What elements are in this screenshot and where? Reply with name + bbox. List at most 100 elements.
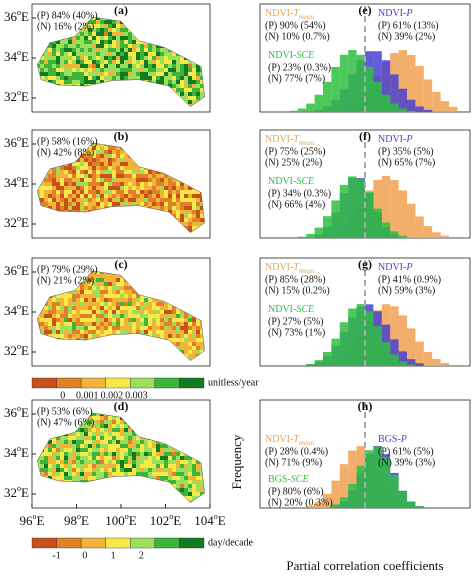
map-cell	[172, 358, 176, 361]
map-cell	[140, 306, 144, 310]
map-cell	[128, 88, 132, 92]
map-cell	[160, 448, 164, 452]
map-cell	[80, 230, 84, 233]
map-cell	[148, 158, 152, 162]
map-cell	[172, 342, 176, 346]
map-cell	[188, 28, 192, 32]
map-cell	[116, 170, 120, 174]
map-cell	[40, 40, 44, 44]
map-cell	[172, 456, 176, 460]
map-cell	[116, 452, 120, 456]
map-cell	[136, 146, 140, 150]
map-cell	[84, 476, 88, 480]
map-cell	[188, 174, 192, 178]
map-cell	[44, 56, 48, 60]
map-cell	[164, 362, 168, 366]
map-cell	[104, 306, 108, 310]
map-cell	[124, 154, 128, 158]
map-cell	[176, 326, 180, 330]
map-cell	[148, 222, 152, 226]
map-cell	[132, 416, 136, 420]
map-cell	[168, 142, 172, 146]
map-cell	[100, 294, 104, 298]
map-cell	[196, 456, 200, 460]
map-cell	[68, 504, 72, 508]
map-cell	[160, 146, 164, 150]
map-cell	[200, 354, 204, 358]
map-cell	[124, 226, 128, 230]
map-cell	[96, 182, 100, 186]
map-cell	[88, 202, 92, 206]
map-cell	[136, 262, 140, 266]
map-cell	[128, 500, 132, 503]
map-cell	[172, 162, 176, 166]
map-cell	[152, 432, 156, 436]
map-stat: (P) 79% (29%)	[37, 264, 98, 275]
map-cell	[168, 298, 172, 302]
coordinate-label: 36oE	[4, 134, 29, 150]
map-cell	[188, 142, 192, 146]
map-cell	[40, 198, 44, 202]
map-cell	[172, 174, 176, 178]
map-cell	[160, 234, 164, 238]
map-cell	[156, 270, 160, 274]
map-cell	[184, 500, 188, 503]
map-cell	[164, 20, 168, 24]
map-cell	[148, 162, 152, 166]
map-cell	[112, 60, 116, 64]
map-cell	[184, 170, 188, 174]
map-cell	[132, 448, 136, 452]
map-cell	[148, 464, 152, 468]
map-cell	[128, 24, 132, 28]
map-cell	[32, 346, 36, 350]
map-cell	[80, 76, 84, 80]
map-cell	[96, 96, 100, 100]
map-cell	[192, 338, 196, 342]
map-cell	[60, 286, 64, 290]
map-cell	[120, 306, 124, 310]
map-cell	[172, 350, 176, 354]
map-cell	[48, 440, 52, 444]
map-cell	[124, 158, 128, 162]
map-cell	[40, 186, 44, 190]
map-cell	[32, 60, 36, 64]
map-cell	[64, 310, 68, 314]
map-cell	[160, 460, 164, 464]
map-cell	[72, 210, 76, 214]
map-cell	[168, 420, 172, 424]
map-cell	[200, 408, 204, 412]
map-cell	[148, 298, 152, 302]
map-cell	[120, 194, 124, 198]
map-cell	[124, 306, 128, 310]
map-cell	[120, 302, 124, 306]
map-cell	[136, 194, 140, 198]
map-cell	[148, 258, 152, 262]
map-cell	[100, 350, 104, 354]
map-cell	[32, 282, 36, 286]
map-cell	[76, 448, 80, 452]
map-cell	[64, 194, 68, 198]
map-cell	[204, 460, 205, 464]
map-cell	[148, 326, 152, 330]
map-cell	[196, 36, 200, 40]
hemisphere: E	[129, 513, 137, 528]
map-cell	[136, 448, 140, 452]
map-cell	[56, 488, 60, 492]
map-cell	[120, 476, 124, 480]
map-cell	[76, 354, 80, 358]
map-cell	[144, 170, 148, 174]
map-cell	[184, 92, 188, 96]
map-cell	[164, 302, 168, 306]
map-cell	[124, 170, 128, 174]
map-cell	[48, 500, 52, 503]
map-cell	[32, 48, 36, 52]
map-cell	[160, 416, 164, 420]
map-cell	[112, 448, 116, 452]
map-cell	[180, 444, 184, 448]
map-cell	[160, 12, 164, 16]
map-cell	[156, 40, 160, 44]
map-cell	[172, 262, 176, 266]
map-cell	[204, 314, 205, 318]
map-cell	[204, 44, 205, 48]
map-cell	[164, 330, 168, 334]
